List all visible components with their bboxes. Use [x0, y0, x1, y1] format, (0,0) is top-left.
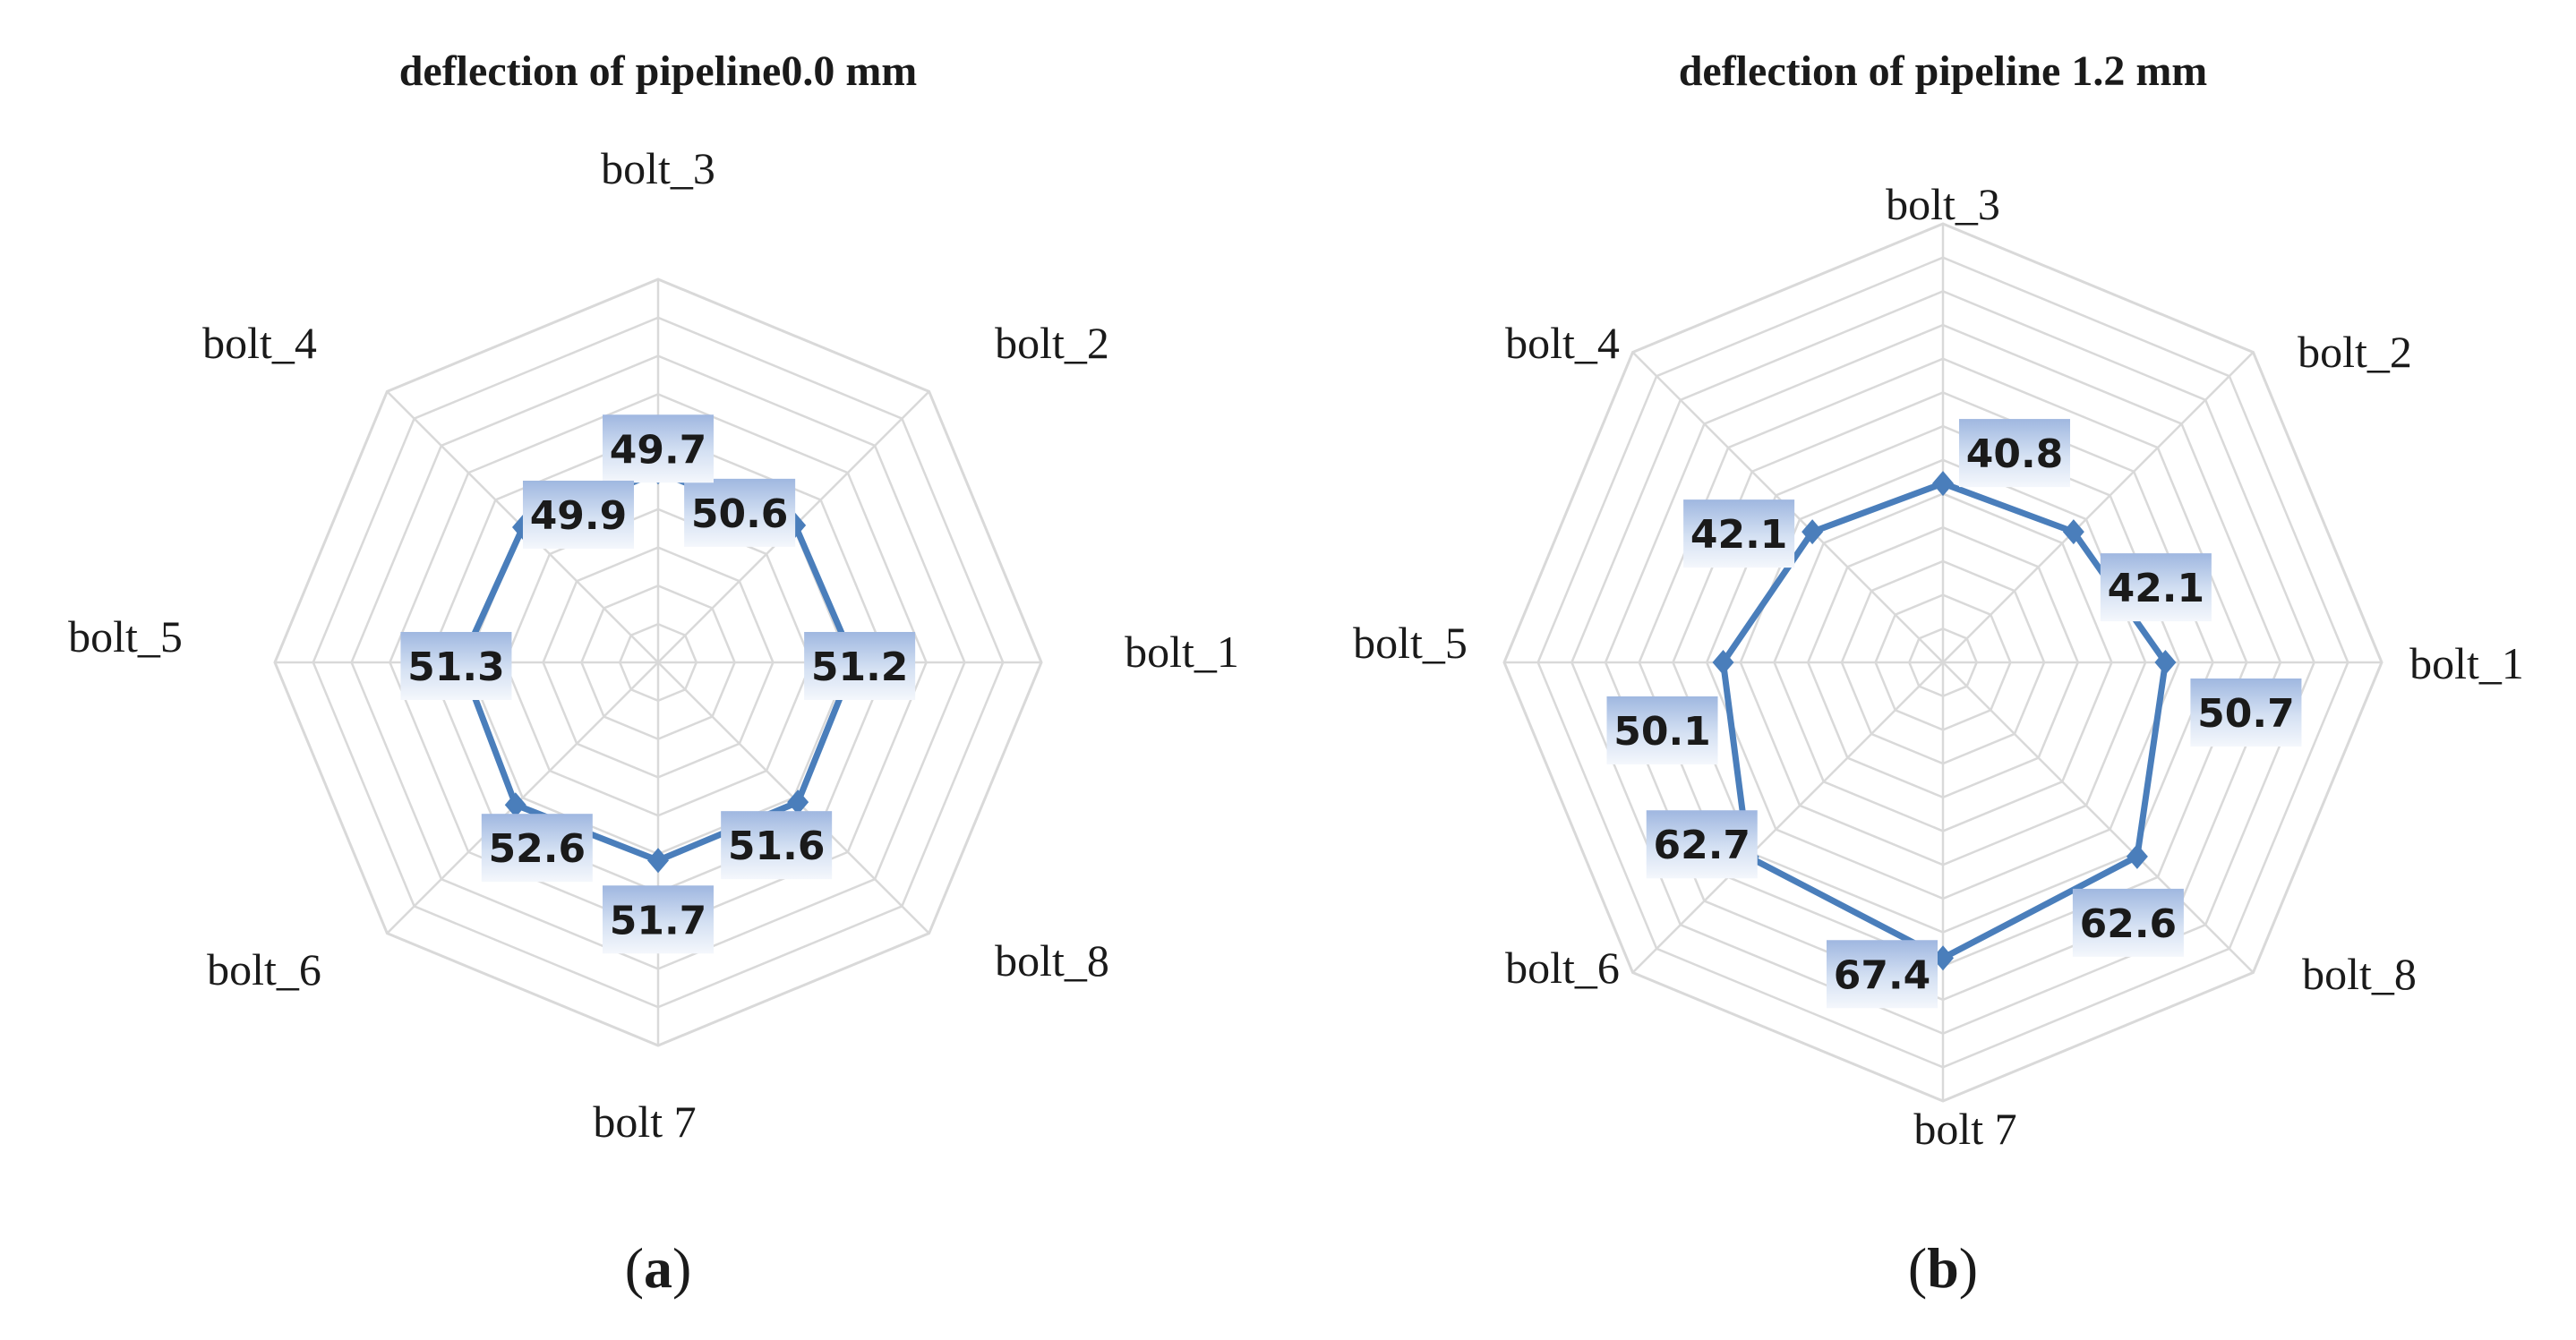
data-point-bolt-6: [504, 792, 526, 818]
data-point-bolt-8: [2126, 843, 2148, 869]
data-point-bolt-5: [1712, 650, 1734, 675]
data-point-bolt-8: [787, 789, 809, 815]
axis-label-bolt-6: bolt_6: [207, 944, 321, 994]
data-label: 50.6: [691, 491, 789, 537]
data-label: 49.7: [610, 427, 707, 473]
axis-label-bolt-2: bolt_2: [2298, 327, 2412, 377]
grid-spoke: [1942, 661, 2255, 974]
data-point-bolt-3: [1932, 471, 1954, 497]
radar-grid-b: [1502, 222, 2383, 1103]
data-label-box: [1646, 810, 1758, 879]
data-label: 50.1: [1613, 709, 1711, 755]
grid-spoke: [1631, 661, 1944, 974]
axis-label-bolt-7: bolt 7: [593, 1097, 696, 1147]
data-label: 62.7: [1653, 823, 1750, 868]
data-label: 50.7: [2197, 691, 2295, 737]
data-label-box: [684, 478, 796, 547]
axis-label-bolt-4: bolt_4: [1505, 318, 1620, 368]
data-label: 40.8: [1966, 431, 2064, 477]
labels-a: 51.250.649.749.951.352.651.751.6bolt_1bo…: [68, 143, 1239, 1147]
labels-b: 50.742.140.842.150.162.767.462.6bolt_1bo…: [1353, 179, 2524, 1154]
axis-label-bolt-7: bolt 7: [1913, 1104, 2016, 1154]
axis-label-bolt-8: bolt_8: [2302, 949, 2417, 999]
grid-spoke: [1942, 351, 2255, 663]
data-label-box: [481, 814, 593, 883]
caption-b: (b): [1908, 1236, 1978, 1300]
data-label-box: [1683, 499, 1795, 568]
data-label-box: [1827, 940, 1938, 1009]
data-label: 42.1: [1690, 512, 1788, 558]
axis-label-bolt-1: bolt_1: [2409, 638, 2524, 688]
axis-label-bolt-2: bolt_2: [995, 318, 1109, 368]
data-label: 51.2: [811, 644, 909, 690]
axis-label-bolt-3: bolt_3: [1886, 179, 2000, 229]
axis-label-bolt-6: bolt_6: [1505, 943, 1620, 993]
chart-title-a: deflection of pipeline0.0 mm: [399, 47, 918, 95]
axis-label-bolt-4: bolt_4: [202, 318, 317, 368]
data-label: 51.7: [610, 898, 707, 943]
data-label-box: [2072, 888, 2184, 957]
data-label-box: [1606, 696, 1718, 764]
caption-a: (a): [625, 1236, 692, 1300]
data-label: 51.6: [728, 824, 826, 869]
data-label: 62.6: [2080, 901, 2178, 947]
data-label-box: [400, 632, 512, 700]
data-label-box: [721, 811, 833, 880]
data-label-box: [2190, 679, 2302, 747]
data-label-box: [522, 480, 634, 549]
data-label-box: [804, 632, 916, 700]
axis-label-bolt-1: bolt_1: [1125, 627, 1239, 677]
data-point-bolt-2: [2062, 519, 2084, 545]
axis-label-bolt-8: bolt_8: [995, 935, 1109, 986]
data-label: 49.9: [530, 493, 628, 539]
axis-label-bolt-3: bolt_3: [601, 143, 715, 193]
data-label-box: [2100, 553, 2212, 622]
data-label: 67.4: [1834, 952, 1931, 998]
data-point-bolt-4: [1801, 519, 1824, 545]
data-label-box: [603, 885, 714, 954]
axis-label-bolt-5: bolt_5: [68, 611, 183, 661]
chart-title-b: deflection of pipeline 1.2 mm: [1679, 47, 2208, 95]
axis-label-bolt-5: bolt_5: [1353, 618, 1468, 668]
data-point-bolt-7: [647, 848, 669, 874]
data-label: 42.1: [2108, 566, 2205, 611]
data-label: 51.3: [407, 644, 505, 690]
radar-chart-b: 50.742.140.842.150.162.767.462.6bolt_1bo…: [1353, 47, 2524, 1300]
grid-spoke: [386, 661, 659, 935]
data-label-box: [1959, 419, 2070, 488]
data-label-box: [603, 414, 714, 483]
radar-chart-a: 51.250.649.749.951.352.651.751.6bolt_1bo…: [68, 47, 1239, 1300]
data-label: 52.6: [489, 826, 586, 872]
data-point-bolt-1: [2154, 650, 2177, 675]
